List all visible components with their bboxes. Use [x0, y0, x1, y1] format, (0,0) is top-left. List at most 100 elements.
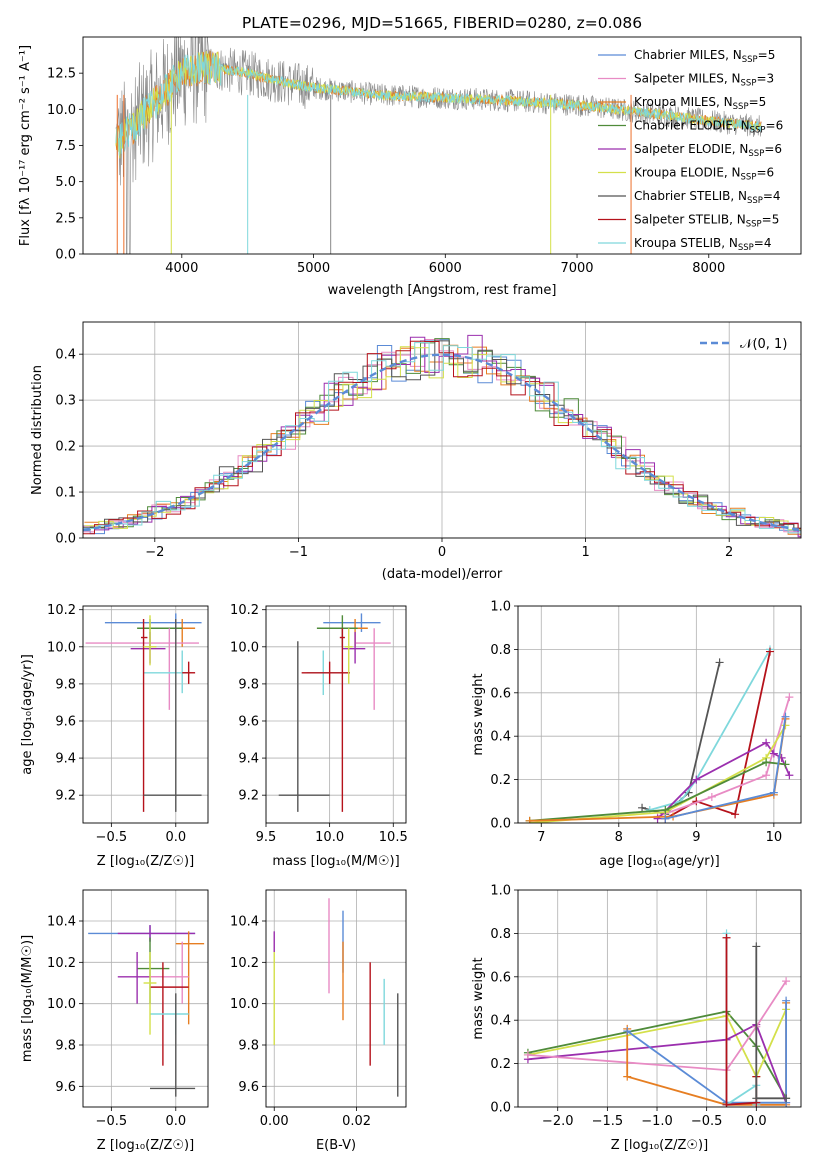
data-point	[638, 803, 647, 812]
x-tick-label: −0.5	[691, 1114, 723, 1129]
axes-frame	[265, 605, 407, 824]
x-axis-label: Z [log₁₀(Z/Z☉)]	[97, 854, 194, 869]
y-tick-label: 0.8	[490, 643, 511, 658]
panel-mass_ebv: 0.00 0.02 9.6 9.8 10.0 10.2 10.4 E(B-V)	[230, 889, 407, 1153]
errorbar-point	[143, 618, 202, 812]
axes-frame	[82, 36, 802, 255]
legend-entry: Salpeter STELIB, NSSP=5	[634, 213, 779, 230]
data-point	[722, 1100, 731, 1107]
y-tick-label: 0.2	[55, 440, 76, 455]
y-tick-label: 0.4	[490, 1014, 511, 1029]
data-point	[661, 814, 670, 823]
data-point	[661, 805, 670, 814]
y-tick-label: 10.2	[230, 956, 259, 971]
plot-area	[266, 606, 406, 823]
legend-entry: Salpeter MILES, NSSP=3	[634, 72, 774, 89]
axes-frame	[517, 605, 802, 824]
x-tick-label: 8000	[692, 261, 725, 276]
x-axis-label: age [log₁₀(age/yr)]	[599, 854, 720, 869]
axes-frame	[82, 321, 802, 539]
y-tick-label: 2.5	[55, 211, 76, 226]
panel-residuals: −2 −1 0 1 2 0.0 0.1 0.2 0.3 0.4 𝒩(0, 1) (data-model…	[30, 321, 802, 582]
data-point	[782, 977, 791, 986]
errorbar-point	[316, 615, 358, 647]
y-tick-label: 10.2	[47, 956, 76, 971]
data-point	[623, 1027, 632, 1036]
x-tick-label: 0.00	[260, 1114, 289, 1129]
y-tick-label: 10.0	[47, 997, 76, 1012]
errorbar-point	[339, 628, 345, 812]
y-tick-label: 9.6	[55, 714, 76, 729]
x-tick-label: 0.0	[165, 830, 186, 845]
y-tick-label: 0.4	[55, 348, 76, 363]
x-axis-label: E(B-V)	[316, 1138, 356, 1153]
y-tick-label: 0.8	[490, 927, 511, 942]
plot-area	[83, 890, 208, 1107]
axes-frame	[517, 889, 802, 1108]
data-point	[762, 738, 771, 747]
x-tick-label: 2	[725, 545, 733, 560]
data-point	[707, 792, 716, 801]
y-tick-label: 0.6	[490, 970, 511, 985]
errorbar-point	[150, 993, 196, 1097]
y-tick-label: 10.0	[230, 640, 259, 655]
x-tick-label: 9	[692, 830, 700, 845]
y-tick-label: 0.4	[490, 730, 511, 745]
histogram-series	[83, 340, 801, 529]
y-tick-label: 0.1	[55, 486, 76, 501]
mass-weight-series	[645, 645, 774, 814]
legend-entry: 𝒩(0, 1)	[740, 337, 787, 352]
legend-entry: Salpeter ELODIE, NSSP=6	[634, 142, 782, 159]
errorbar-point	[143, 952, 157, 1035]
data-point	[722, 933, 731, 942]
y-tick-label: 9.8	[55, 1039, 76, 1054]
y-tick-label: 0.0	[55, 532, 76, 547]
y-tick-label: 10.0	[47, 103, 76, 118]
y-tick-label: 0.0	[490, 1101, 511, 1116]
errorbar-point	[182, 661, 196, 684]
data-point	[762, 758, 771, 767]
y-tick-label: 10.4	[230, 915, 259, 930]
y-tick-label: 10.0	[47, 640, 76, 655]
errorbar-point	[150, 1003, 189, 1035]
y-tick-label: 0.2	[490, 1057, 511, 1072]
panel-age_mass: 9.5 10.0 10.5 9.2 9.4 9.6 9.8 10.0 10.2 mass [log…	[230, 603, 408, 869]
normal-curve	[83, 353, 801, 532]
x-axis-label: Z [log₁₀(Z/Z☉)]	[611, 1138, 708, 1153]
x-tick-label: 4000	[165, 261, 198, 276]
y-tick-label: 12.5	[47, 67, 76, 82]
errorbar-point	[143, 650, 192, 694]
plot-area	[83, 322, 801, 538]
plot-area	[518, 606, 801, 823]
y-tick-label: 9.8	[238, 1039, 259, 1054]
x-tick-label: 9.5	[256, 830, 277, 845]
y-tick-label: 0.2	[490, 773, 511, 788]
data-point	[785, 693, 794, 702]
data-point	[765, 647, 774, 656]
x-tick-label: 1	[581, 545, 589, 560]
data-point	[623, 1072, 632, 1081]
errorbar-point	[323, 613, 381, 632]
model-spectrum	[115, 53, 762, 156]
errorbar-point	[143, 615, 157, 666]
x-tick-label: 0.02	[342, 1114, 371, 1129]
y-axis-label: mass [log₁₀(M/M☉)]	[20, 935, 35, 1062]
errorbar-point	[117, 952, 163, 1004]
panel-massweight_age: 7 8 9 10 0.0 0.2 0.4 0.6 0.8 1.0 age [log₁₀(age/yr…	[471, 600, 802, 869]
data-point	[769, 749, 778, 758]
mass-weight-series	[653, 693, 794, 821]
errorbar-point	[137, 937, 170, 1004]
y-tick-label: 9.6	[238, 714, 259, 729]
y-axis-label: mass weight	[471, 957, 486, 1039]
y-axis-label: age [log₁₀(age/yr)]	[20, 654, 35, 775]
x-tick-label: 5000	[297, 261, 330, 276]
data-point	[715, 658, 724, 667]
x-tick-label: 7	[537, 830, 545, 845]
legend-entry: Chabrier STELIB, NSSP=4	[634, 189, 781, 206]
errorbar-point	[104, 613, 202, 632]
x-tick-label: −1.0	[641, 1114, 673, 1129]
data-point	[692, 775, 701, 784]
x-tick-label: 0.0	[165, 1114, 186, 1129]
errorbar-point	[150, 941, 189, 1004]
axes-frame	[265, 889, 407, 1108]
